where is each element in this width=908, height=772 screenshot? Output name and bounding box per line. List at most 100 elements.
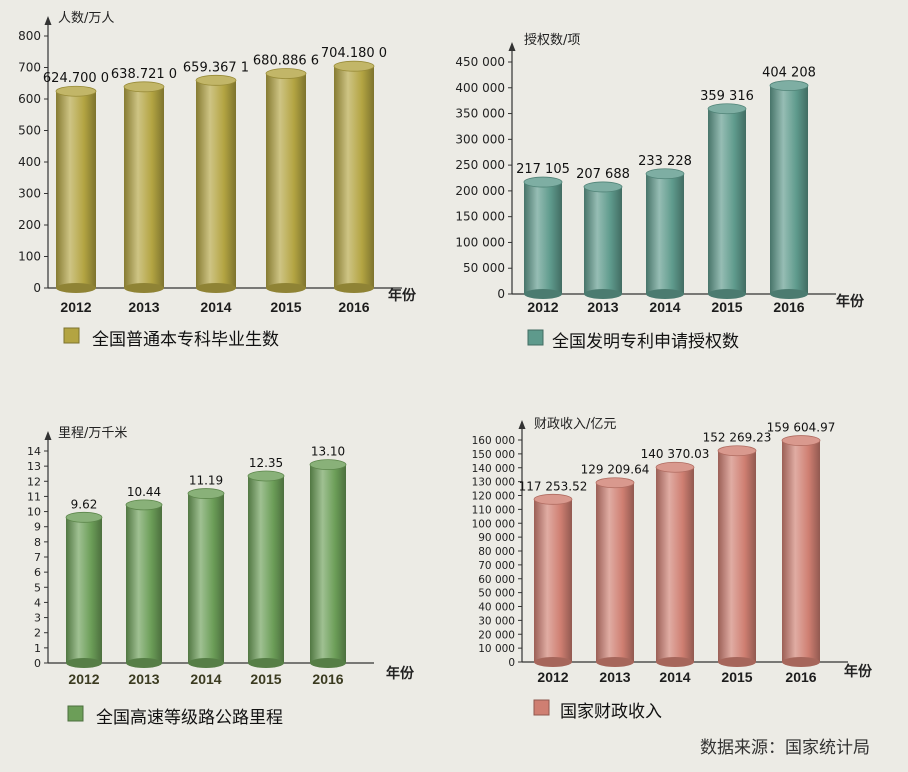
bar-top (645, 168, 685, 180)
bar (196, 80, 236, 288)
bar-top (595, 477, 635, 489)
bar-base (718, 657, 756, 667)
x-tick-label: 2014 (200, 299, 231, 315)
y-tick-label: 200 000 (455, 184, 505, 198)
legend-label: 全国发明专利申请授权数 (552, 332, 739, 352)
y-tick-label: 160 000 (472, 435, 515, 447)
bar-base (534, 657, 572, 667)
bar (718, 450, 756, 662)
bar-base (770, 289, 808, 299)
bar (126, 504, 162, 663)
bar-base (126, 658, 162, 668)
legend-swatch (533, 699, 550, 716)
bar-top (125, 499, 163, 511)
y-tick-label: 400 000 (455, 81, 505, 95)
bar-value-label: 11.19 (189, 474, 223, 488)
legend-swatch (527, 329, 544, 346)
bar-value-label: 624.700 0 (43, 71, 109, 86)
y-tick-label: 4 (34, 596, 41, 609)
x-tick-label: 2015 (270, 299, 301, 315)
bar-base (56, 283, 96, 293)
y-tick-label: 300 000 (455, 132, 505, 146)
y-tick-label: 12 (27, 475, 41, 488)
bar-top (195, 74, 237, 86)
bar (124, 86, 164, 288)
y-tick-label: 5 (34, 581, 41, 594)
y-tick-label: 50 000 (463, 261, 505, 275)
x-tick-label: 2013 (128, 299, 159, 315)
bar-value-label: 680.886 6 (253, 54, 319, 69)
y-tick-label: 13 (27, 460, 41, 473)
y-axis-title: 里程/万千米 (58, 426, 127, 441)
legend-label: 国家财政收入 (560, 702, 662, 722)
bar (656, 467, 694, 662)
y-tick-label: 100 (18, 250, 41, 264)
x-tick-label: 2016 (785, 669, 816, 685)
bar-value-label: 13.10 (311, 445, 345, 459)
x-tick-label: 2013 (128, 671, 159, 687)
y-axis-arrow (518, 420, 526, 429)
x-axis-title: 年份 (844, 663, 873, 680)
y-tick-label: 130 000 (472, 477, 515, 489)
bar-top (717, 445, 757, 457)
y-tick-label: 700 (18, 61, 41, 75)
y-tick-label: 110 000 (472, 504, 515, 516)
bar-value-label: 704.180 0 (321, 46, 387, 61)
bar-top (781, 435, 821, 446)
y-tick-label: 0 (508, 657, 515, 669)
x-tick-label: 2015 (721, 669, 752, 685)
bar-value-label: 9.62 (71, 497, 98, 511)
y-axis-title: 财政收入/亿元 (534, 417, 616, 432)
bar-value-label: 207 688 (576, 167, 630, 182)
y-tick-label: 800 (18, 29, 41, 43)
chart-panel-3: 里程/万千米012345678910111213149.62201210.442… (27, 426, 415, 728)
bar (708, 108, 746, 294)
bar-base (646, 289, 684, 299)
y-tick-label: 8 (34, 536, 41, 549)
y-tick-label: 1 (34, 642, 41, 655)
y-tick-label: 50 000 (478, 588, 515, 600)
legend-swatch (63, 327, 80, 344)
y-tick-label: 450 000 (455, 55, 505, 69)
bar-top (65, 511, 103, 523)
bar-top (523, 176, 563, 188)
x-tick-label: 2012 (527, 299, 558, 315)
x-tick-label: 2016 (338, 299, 369, 315)
bar (534, 499, 572, 662)
bar (188, 493, 224, 663)
x-tick-label: 2014 (649, 299, 680, 315)
bar (56, 91, 96, 288)
bar-base (188, 658, 224, 668)
y-tick-label: 100 000 (455, 235, 505, 249)
y-tick-label: 150 000 (472, 449, 515, 461)
y-tick-label: 300 (18, 187, 41, 201)
x-axis-title: 年份 (386, 665, 415, 682)
y-tick-label: 10 (27, 506, 41, 519)
bar (266, 73, 306, 288)
bar-value-label: 159 604.97 (767, 421, 836, 435)
bar-value-label: 359 316 (700, 89, 754, 104)
bar-base (266, 283, 306, 293)
y-tick-label: 0 (34, 657, 41, 670)
bar-top (123, 81, 165, 93)
y-tick-label: 600 (18, 92, 41, 106)
legend-label: 全国高速等级路公路里程 (96, 708, 283, 728)
y-tick-label: 350 000 (455, 107, 505, 121)
chart-panel-1: 人数/万人 0 100 200 300 400 500 600 700 800 624.700 0 2… (18, 11, 417, 350)
legend-label: 全国普通本专科毕业生数 (92, 330, 279, 350)
y-tick-label: 140 000 (472, 463, 515, 475)
bar-value-label: 659.367 1 (183, 60, 249, 75)
y-tick-label: 11 (27, 490, 41, 503)
y-axis-title: 授权数/项 (524, 32, 580, 48)
y-axis-arrow (508, 42, 516, 51)
y-tick-label: 10 000 (478, 643, 515, 655)
bar-top (265, 68, 307, 79)
bar-top (333, 60, 375, 72)
bar (248, 475, 284, 663)
bar-value-label: 152 269.23 (703, 431, 772, 445)
x-tick-label: 2013 (599, 669, 630, 685)
bar-base (310, 658, 346, 668)
x-tick-label: 2014 (659, 669, 690, 685)
